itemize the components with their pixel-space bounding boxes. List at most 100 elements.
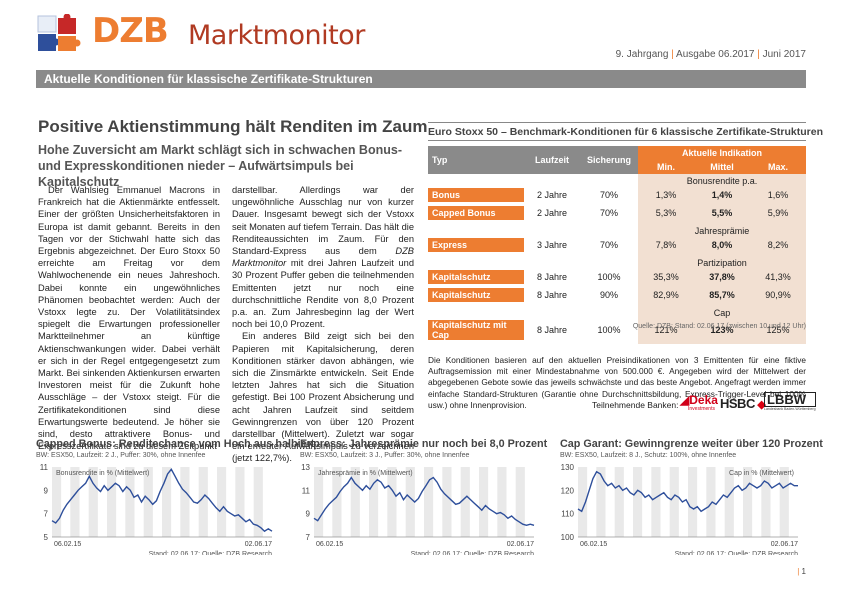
section-label: Partizipation [638,256,806,270]
chart-footer: Stand: 02.06.17; Quelle: DZB Research [149,551,272,555]
y-tick-label: 7 [44,510,49,519]
chart-band [743,467,753,537]
col-header-sicherung: Sicherung [580,146,638,174]
section-label: Bonusrendite p.a. [638,174,806,188]
chart-band [614,467,624,537]
cell-max: 8,2% [750,238,806,252]
y-axis-label: Jahresprämie in % (Mittelwert) [318,470,413,477]
article-column-2: darstellbar. Allerdings war der ungewöhn… [232,184,414,465]
chart-band [332,467,342,537]
cell-sicherung: 100% [597,325,621,335]
issue-number: Ausgabe 06.2017 [676,49,755,60]
conditions-table: Typ Laufzeit Sicherung Aktuelle Indikati… [428,146,806,344]
y-tick-label: 13 [301,463,310,472]
y-tick-label: 9 [44,486,49,495]
cell-laufzeit: 3 Jahre [536,240,568,250]
y-tick-label: 130 [561,463,575,472]
cell-min: 7,8% [638,238,694,252]
x-tick-label: 02.06.17 [771,541,798,548]
y-axis-label: Cap in % (Mittelwert) [729,470,794,477]
cell-laufzeit: 2 Jahre [536,190,568,200]
cell-sicherung: 70% [599,208,618,218]
cell-sicherung: 70% [599,190,618,200]
y-tick-label: 11 [40,463,49,472]
chart-band [88,467,98,537]
hsbc-logo: HSBC ◆ [720,396,766,411]
chart-band [107,467,117,537]
table-row: Kapitalschutz mit Cap 8 Jahre 100% 121% 123%… [428,320,806,340]
x-tick-label: 02.06.17 [507,541,534,548]
cell-mittel: 1,4% [694,188,750,202]
cell-max: 1,6% [750,188,806,202]
line-chart: 11 9 7 5 Bonusrendite in % (Mittelwert) 06.02… [40,463,273,555]
y-tick-label: 5 [44,533,49,542]
chart-band [442,467,452,537]
table-title-rule [428,140,806,141]
x-tick-label: 06.02.15 [580,541,607,548]
dzb-puzzle-logo [37,14,81,51]
cell-mittel: 8,0% [694,238,750,252]
cell-typ: Kapitalschutz [428,288,524,302]
y-tick-label: 100 [561,533,575,542]
cell-laufzeit: 8 Jahre [536,290,568,300]
x-tick-label: 02.06.17 [245,541,272,548]
participating-banks: Teilnehmende Banken: [592,400,678,410]
chart-band [180,467,190,537]
cell-laufzeit: 8 Jahre [536,272,568,282]
table-row: Capped Bonus 2 Jahre 70% 5,3% 5,5% 5,9% [428,206,806,220]
cell-mittel: 5,5% [694,206,750,220]
chart-band [235,467,245,537]
y-tick-label: 120 [561,486,575,495]
x-tick-label: 06.02.15 [316,541,343,548]
chart-band [350,467,360,537]
cell-laufzeit: 2 Jahre [536,208,568,218]
cell-typ: Bonus [428,188,524,202]
series-line [577,470,798,513]
table-note: Die Konditionen basieren auf den aktuell… [428,355,806,410]
cell-sicherung: 90% [599,290,618,300]
table-source: Quelle: DZB; Stand: 02.06.17 (zwischen 1… [632,323,806,330]
section-banner: Aktuelle Konditionen für klassische Zert… [36,70,806,88]
chart-band [387,467,397,537]
line-chart: 130 120 110 100 Cap in % (Mittelwert) 06.02.1… [561,463,798,555]
x-tick-label: 06.02.15 [54,541,81,548]
cell-mittel: 123% [694,320,750,340]
table-top-rule [428,122,806,123]
y-tick-label: 7 [306,533,311,542]
col-header-typ: Typ [428,146,524,174]
issue-info: 9. Jahrgang | Ausgabe 06.2017 | Juni 201… [615,49,806,60]
chart-band [688,467,698,537]
lbbw-logo: LBBW Landesbank Baden-Württemberg [764,392,816,411]
chart-title: Capped Bonus: Renditechance vom Hoch aus… [36,438,315,450]
article-subheadline: Hohe Zuversicht am Markt schlägt sich in… [38,143,402,189]
y-axis-label: Bonusrendite in % (Mittelwert) [56,470,149,477]
chart-footer: Stand: 02.06.17; Quelle: DZB Research [411,551,534,555]
brand-marktmonitor: Marktmonitor [188,20,365,51]
deka-logo: ◢Deka Investments [680,393,718,412]
chart-title: Express: Jahresprämie nur noch bei 8,0 P… [300,438,548,450]
chart-band [162,467,172,537]
chart-band [70,467,80,537]
chart-band [596,467,606,537]
cell-min: 35,3% [638,270,694,284]
cell-mittel: 37,8% [694,270,750,284]
section-label: Cap [638,306,806,320]
chart-band [405,467,415,537]
cell-max: 90,9% [750,288,806,302]
article-paragraph-1: Der Wahlsieg Emmanuel Macrons in Frankre… [38,185,220,452]
article-headline: Positive Aktienstimmung hält Renditen im… [38,117,428,136]
chart-band [198,467,208,537]
table-row: Bonus 2 Jahre 70% 1,3% 1,4% 1,6% [428,188,806,202]
cell-typ: Kapitalschutz mit Cap [428,320,524,340]
table-row: Express 3 Jahre 70% 7,8% 8,0% 8,2% [428,238,806,252]
col-header-mittel: Mittel [694,160,750,174]
cell-typ: Kapitalschutz [428,270,524,284]
line-chart: 13 11 9 7 Jahresprämie in % (Mittelwert) 06.0… [301,463,535,555]
cell-max: 5,9% [750,206,806,220]
cell-sicherung: 70% [599,240,618,250]
chart-band [578,467,588,537]
y-tick-label: 9 [306,510,311,519]
cell-mittel: 85,7% [694,288,750,302]
chart-band [761,467,771,537]
table-title: Euro Stoxx 50 – Benchmark-Konditionen fü… [428,126,824,138]
